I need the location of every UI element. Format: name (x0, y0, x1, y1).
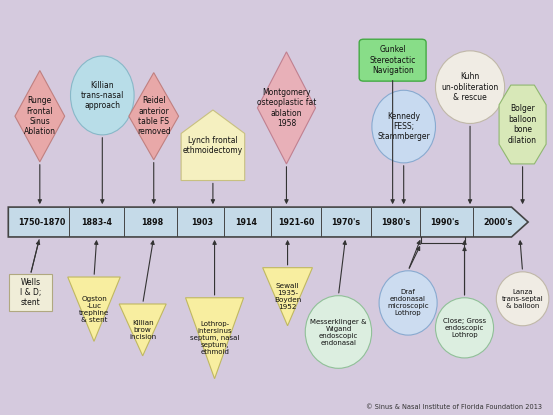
Text: Kuhn
un-obliteration
& rescue: Kuhn un-obliteration & rescue (441, 72, 499, 102)
Text: Wells
I & D;
stent: Wells I & D; stent (20, 278, 41, 308)
Text: Montgomery
osteoplastic fat
ablation
1958: Montgomery osteoplastic fat ablation 195… (257, 88, 316, 128)
FancyBboxPatch shape (9, 274, 52, 311)
FancyArrow shape (8, 207, 528, 237)
FancyBboxPatch shape (359, 39, 426, 81)
Text: 1921-60: 1921-60 (278, 217, 314, 227)
Text: Bolger
balloon
bone
dilation: Bolger balloon bone dilation (508, 105, 537, 144)
Text: Killian
brow
incision: Killian brow incision (129, 320, 156, 340)
Text: Ogston
-Luc
trephine
& stent: Ogston -Luc trephine & stent (79, 295, 109, 323)
Ellipse shape (379, 271, 437, 335)
Polygon shape (263, 268, 312, 326)
Text: Killian
trans-nasal
approach: Killian trans-nasal approach (81, 81, 124, 110)
Polygon shape (181, 110, 244, 181)
Text: 1898: 1898 (141, 217, 163, 227)
Text: 1970's: 1970's (331, 217, 360, 227)
Polygon shape (258, 52, 315, 164)
Ellipse shape (305, 295, 372, 369)
Polygon shape (499, 85, 546, 164)
Ellipse shape (70, 56, 134, 135)
Ellipse shape (372, 90, 436, 163)
Polygon shape (119, 304, 166, 356)
Text: 1914: 1914 (235, 217, 257, 227)
Text: Sewall
1935-
Boyden
1952: Sewall 1935- Boyden 1952 (274, 283, 301, 310)
Text: 1980's: 1980's (381, 217, 410, 227)
Text: 1883-4: 1883-4 (81, 217, 112, 227)
Text: Gunkel
Stereotactic
Navigation: Gunkel Stereotactic Navigation (369, 45, 416, 75)
Text: 1990's: 1990's (431, 217, 460, 227)
Text: 2000's: 2000's (483, 217, 512, 227)
Text: 1903: 1903 (191, 217, 213, 227)
Polygon shape (129, 73, 179, 160)
Polygon shape (186, 298, 243, 378)
Text: 1750-1870: 1750-1870 (18, 217, 65, 227)
Text: Lynch frontal
ethmoidectomy: Lynch frontal ethmoidectomy (183, 136, 243, 155)
Text: © Sinus & Nasal Institute of Florida Foundation 2013: © Sinus & Nasal Institute of Florida Fou… (366, 404, 542, 410)
Text: Kennedy
FESS;
Stammberger: Kennedy FESS; Stammberger (377, 112, 430, 142)
Text: Lothrop-
intersinus
septum, nasal
septum,
ethmoid: Lothrop- intersinus septum, nasal septum… (190, 321, 239, 355)
Text: Runge
Frontal
Sinus
Ablation: Runge Frontal Sinus Ablation (24, 96, 56, 136)
Text: Messerklinger &
Wigand
endoscopic
endonasal: Messerklinger & Wigand endoscopic endona… (310, 318, 367, 346)
Text: Close; Gross
endoscopic
Lothrop: Close; Gross endoscopic Lothrop (443, 318, 486, 338)
Polygon shape (15, 71, 65, 162)
Ellipse shape (435, 298, 493, 358)
Ellipse shape (496, 272, 549, 326)
Text: Draf
endonasal
microscopic
Lothrop: Draf endonasal microscopic Lothrop (387, 289, 429, 317)
Polygon shape (68, 277, 121, 341)
Ellipse shape (436, 51, 504, 123)
Text: Reidel
anterior
table FS
removed: Reidel anterior table FS removed (137, 96, 171, 136)
Text: Lanza
trans-septal
& balloon: Lanza trans-septal & balloon (502, 289, 544, 309)
